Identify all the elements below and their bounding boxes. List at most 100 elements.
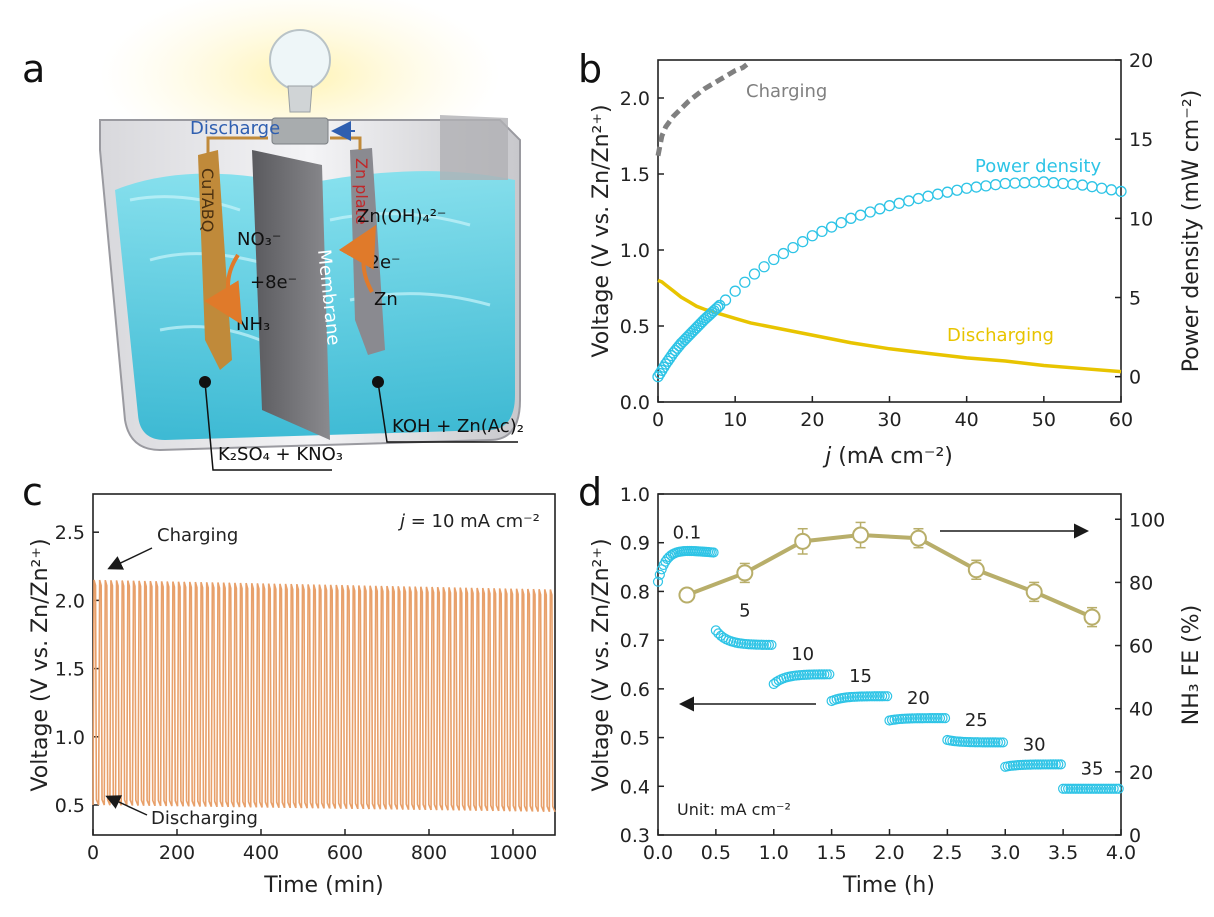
voltage-point bbox=[1068, 783, 1079, 794]
power-density-point bbox=[1115, 185, 1127, 198]
x-tick-label: 10 bbox=[723, 409, 747, 431]
voltage-point bbox=[982, 737, 993, 748]
cycle-trace bbox=[159, 581, 167, 807]
voltage-point bbox=[821, 669, 832, 680]
power-density-point bbox=[1067, 178, 1079, 190]
power-density-point bbox=[748, 268, 761, 280]
power-density-point bbox=[1105, 184, 1118, 196]
power-density-point bbox=[1009, 177, 1021, 189]
x-tick-label: 30 bbox=[877, 409, 901, 431]
x-tick-label: 0.5 bbox=[701, 842, 731, 864]
voltage-point bbox=[939, 713, 951, 724]
voltage-point bbox=[929, 713, 941, 724]
annotation-discharging-c: Discharging bbox=[151, 808, 258, 829]
power-density-point bbox=[999, 177, 1011, 190]
cycle-trace bbox=[351, 585, 359, 810]
voltage-point bbox=[1063, 783, 1074, 794]
cycle-trace bbox=[497, 588, 506, 812]
power-density-point bbox=[825, 221, 838, 233]
power-density-point bbox=[710, 303, 722, 315]
voltage-point bbox=[1083, 783, 1094, 794]
condition-c: j = 10 mA cm⁻² bbox=[397, 511, 540, 532]
voltage-point bbox=[967, 737, 978, 748]
power-density-point bbox=[1028, 176, 1040, 188]
voltage-point bbox=[824, 669, 835, 680]
cycle-trace bbox=[548, 589, 556, 813]
x-tick-label: 60 bbox=[1109, 409, 1133, 431]
voltage-point bbox=[977, 737, 988, 748]
light-bulb-icon bbox=[269, 29, 331, 145]
y2-tick-label: 60 bbox=[1129, 636, 1153, 658]
cycle-trace bbox=[469, 587, 477, 811]
y-tick-label: 2.0 bbox=[55, 590, 85, 612]
voltage-point bbox=[909, 713, 920, 724]
x-tick-label: 400 bbox=[243, 842, 279, 864]
cycle-trace bbox=[317, 584, 325, 809]
voltage-point bbox=[990, 737, 1001, 748]
voltage-point bbox=[907, 713, 918, 724]
anode-label: Zn plate bbox=[352, 158, 371, 225]
y-tick-label: 0.4 bbox=[620, 776, 650, 798]
voltage-point bbox=[934, 713, 946, 724]
panel-label-a: a bbox=[22, 47, 45, 91]
membrane bbox=[252, 150, 330, 440]
y2-tick-label: 20 bbox=[1129, 762, 1153, 784]
xlabel-b-italic: j bbox=[822, 444, 832, 469]
y2-tick-label: 5 bbox=[1129, 288, 1141, 310]
y-tick-label: 0.5 bbox=[620, 316, 650, 338]
panel-b-chart: b 0 10 20 30 40 50 60 0.0 0.5 1.0 1.5 2.0 0 5 10 15 20 V… bbox=[578, 47, 1204, 469]
cycle-trace bbox=[328, 584, 337, 809]
y-tick-label: 0.0 bbox=[620, 392, 650, 414]
voltage-point bbox=[985, 737, 996, 748]
voltage-point bbox=[997, 737, 1009, 748]
x-tick-label: 1000 bbox=[489, 842, 537, 864]
voltage-point bbox=[1065, 783, 1076, 794]
arrow-discharging-c bbox=[105, 795, 148, 816]
voltage-point bbox=[987, 737, 998, 748]
wire-left bbox=[206, 136, 268, 155]
voltage-point bbox=[1040, 759, 1051, 770]
cycle-trace bbox=[334, 584, 342, 809]
voltage-point bbox=[758, 639, 769, 650]
voltage-point bbox=[816, 669, 827, 680]
x-tick-label: 800 bbox=[411, 842, 447, 864]
power-density-point bbox=[806, 230, 818, 242]
power-density-point bbox=[903, 195, 915, 207]
current-density-label: 5 bbox=[739, 600, 750, 621]
y2-tick-label: 0 bbox=[1129, 825, 1141, 847]
fe-point bbox=[794, 532, 812, 550]
voltage-point bbox=[806, 669, 817, 680]
power-density-point bbox=[729, 285, 741, 297]
cycle-trace bbox=[368, 585, 376, 810]
annotation-charging-c: Charging bbox=[157, 525, 238, 546]
back-plate bbox=[440, 115, 508, 180]
voltage-point bbox=[1078, 783, 1089, 794]
ylabel-c: Voltage (V vs. Zn/Zn²⁺) bbox=[28, 538, 53, 791]
power-density-point bbox=[689, 323, 701, 336]
cycle-trace bbox=[204, 582, 213, 807]
right-electrolyte-label: KOH + Zn(Ac)₂ bbox=[392, 416, 524, 437]
power-density-point bbox=[1076, 179, 1089, 191]
condition-c-italic: j bbox=[397, 511, 405, 532]
voltage-point bbox=[927, 713, 938, 724]
fe-point bbox=[1025, 583, 1043, 601]
cycle-trace bbox=[221, 582, 229, 808]
cycle-trace bbox=[131, 580, 139, 806]
y-tick-label: 2.0 bbox=[620, 88, 650, 110]
panel-c-chart: c 0 200 400 600 800 1000 0.5 1.0 1.5 2.0 2.5 Volta… bbox=[22, 470, 556, 898]
cycle-trace bbox=[266, 583, 275, 808]
current-density-label: 10 bbox=[791, 644, 814, 665]
fe-point bbox=[1083, 608, 1101, 626]
cycle-trace bbox=[283, 583, 291, 809]
y2label-b: Power density (mW cm⁻²) bbox=[1179, 90, 1204, 372]
cycle-trace bbox=[345, 585, 353, 810]
voltage-point bbox=[1090, 783, 1102, 794]
power-density-point bbox=[719, 294, 732, 306]
y-tick-label: 0.8 bbox=[620, 581, 650, 603]
cycle-trace bbox=[520, 588, 528, 812]
power-density-point bbox=[970, 181, 982, 193]
y-tick-label: 1.5 bbox=[55, 659, 85, 681]
power-density-point bbox=[845, 212, 857, 224]
voltage-point bbox=[766, 639, 777, 651]
power-density-point bbox=[961, 182, 973, 194]
